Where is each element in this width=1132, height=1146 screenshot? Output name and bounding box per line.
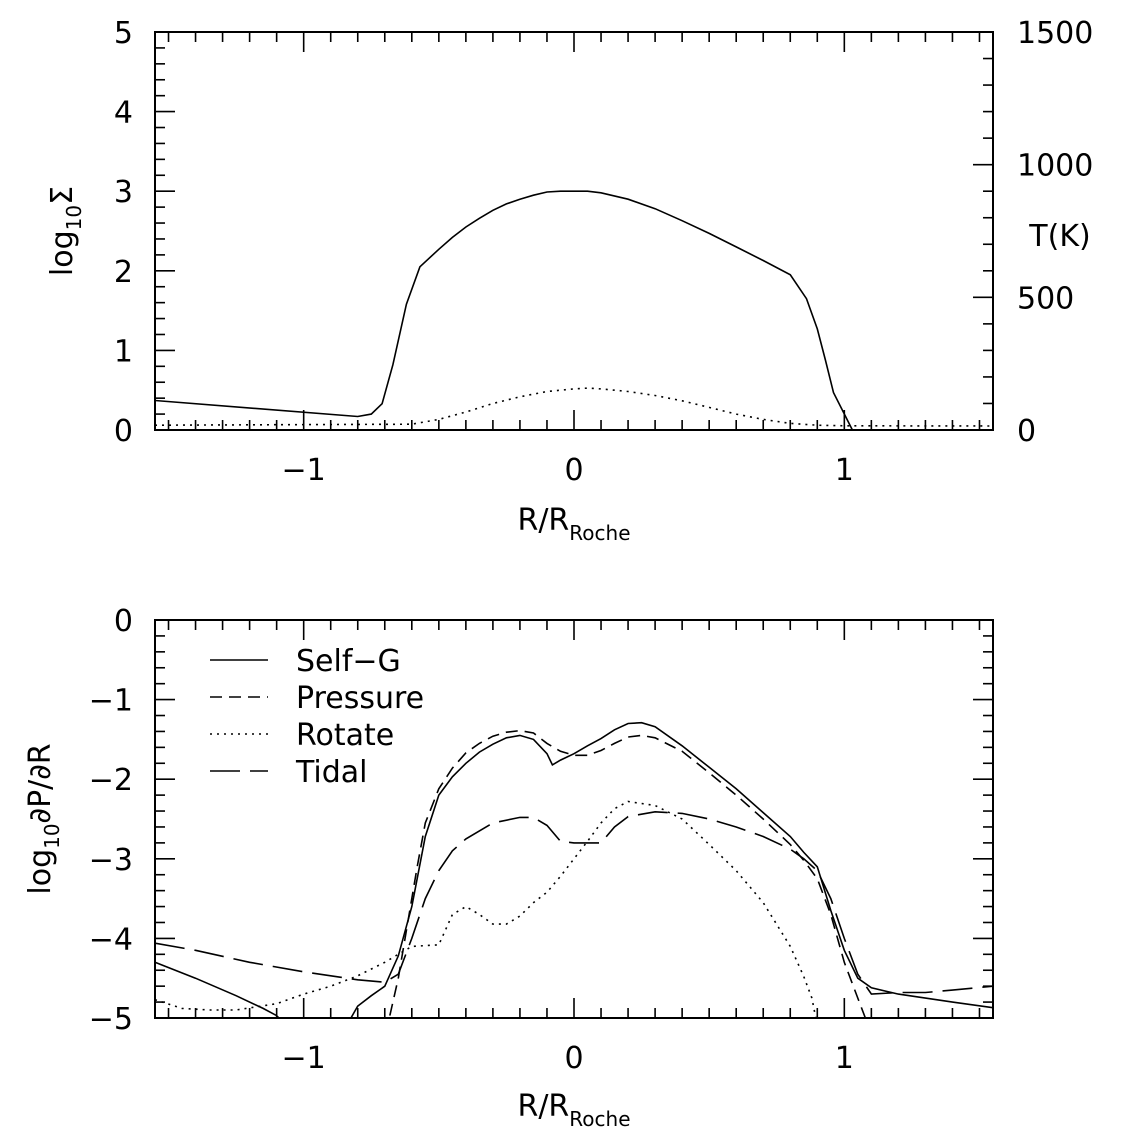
y2-tick-label: 1000 <box>1017 149 1093 184</box>
x-tick-label: 1 <box>835 1041 854 1076</box>
y-tick-label: −4 <box>89 922 133 957</box>
top-tick-labels: −1 0 1 0 1 2 3 4 5 0 500 1000 1500 <box>114 16 1093 488</box>
top-y-axis-label: log10Σ <box>45 186 86 276</box>
series-temperature-t-k- <box>155 387 993 427</box>
legend-label: Self−G <box>296 644 401 679</box>
bottom-curves <box>155 721 993 1018</box>
bottom-plot-frame <box>154 619 994 1019</box>
series-self-g <box>155 721 993 1018</box>
series-rotate <box>155 800 817 1018</box>
series-tidal <box>155 810 993 995</box>
bottom-ticks <box>155 619 993 1019</box>
series-log10-sigma <box>155 190 854 430</box>
x-tick-label: 0 <box>564 453 583 488</box>
y2-tick-label: 1500 <box>1017 16 1093 51</box>
top-x-axis-label: R/RRoche <box>517 503 630 545</box>
top-panel: −1 0 1 0 1 2 3 4 5 0 500 1000 1500 R/RRoche log10Σ T… <box>45 16 1093 545</box>
y-tick-label: 3 <box>114 175 133 210</box>
y-tick-label: 2 <box>114 255 133 290</box>
y-tick-label: −3 <box>89 843 133 878</box>
bottom-y-axis-label: log10∂P/∂R <box>23 743 64 894</box>
legend-label: Tidal <box>295 755 368 790</box>
bottom-panel: −1 0 1 0 −1 −2 −3 −4 −5 Self−GPressureRotateTida… <box>23 604 994 1131</box>
legend-label: Rotate <box>296 718 394 753</box>
y-tick-label: −5 <box>89 1002 133 1037</box>
y-tick-label: 1 <box>114 334 133 369</box>
y-tick-label: −2 <box>89 763 133 798</box>
top-right-axis-label: T(K) <box>1028 219 1090 254</box>
y-tick-label: 4 <box>114 96 133 131</box>
y-tick-label: 0 <box>114 414 133 449</box>
x-tick-label: 0 <box>564 1041 583 1076</box>
x-tick-label: −1 <box>282 1041 326 1076</box>
x-tick-label: 1 <box>835 453 854 488</box>
y2-tick-label: 0 <box>1017 414 1036 449</box>
y-tick-label: 5 <box>114 16 133 51</box>
bottom-tick-labels: −1 0 1 0 −1 −2 −3 −4 −5 <box>89 604 854 1076</box>
y-tick-label: 0 <box>114 604 133 639</box>
bottom-x-axis-label: R/RRoche <box>517 1089 630 1131</box>
top-plot-frame <box>154 31 994 431</box>
y2-tick-label: 500 <box>1017 281 1074 316</box>
y-tick-label: −1 <box>89 684 133 719</box>
top-ticks <box>155 31 993 431</box>
top-curves <box>155 190 993 430</box>
x-tick-label: −1 <box>282 453 326 488</box>
legend-label: Pressure <box>296 681 424 716</box>
series-pressure <box>388 729 867 1018</box>
